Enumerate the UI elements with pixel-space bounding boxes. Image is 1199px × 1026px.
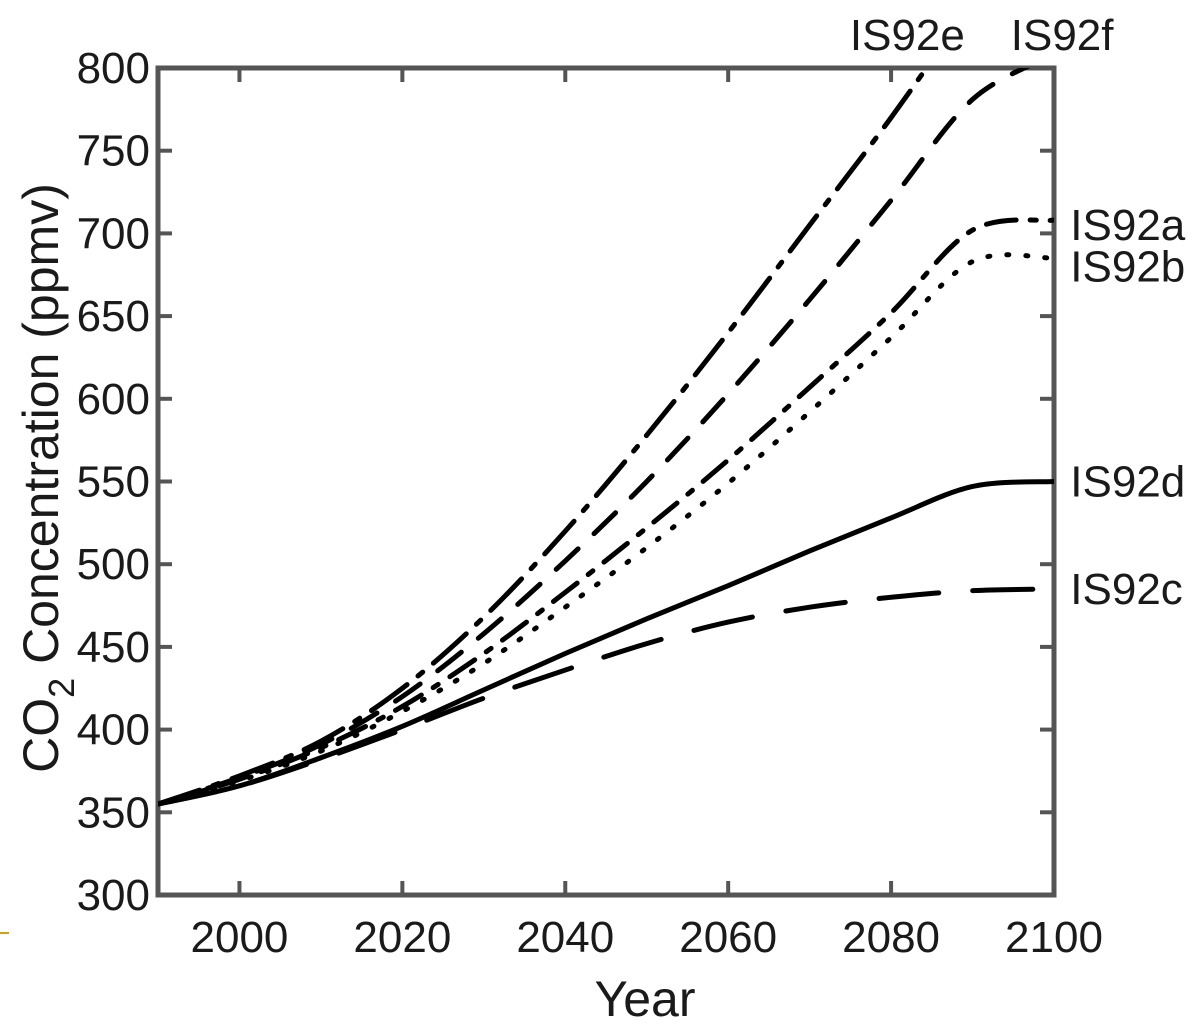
y-axis-title-subscript: 2 <box>41 678 82 698</box>
series-line-is92c <box>158 586 1054 807</box>
series-line-is92b <box>158 252 1054 807</box>
x-tick-label: 2000 <box>191 913 289 962</box>
axis-tick-labels: 300 350 400 450 500 550 600 650 700 750 800 2000 202… <box>77 44 1103 962</box>
y-axis-title: CO2 Concentration (ppmv) <box>13 183 82 773</box>
x-tick-label: 2080 <box>842 913 940 962</box>
y-tick-label: 400 <box>77 706 150 755</box>
y-tick-label: 350 <box>77 788 150 837</box>
y-tick-label: 500 <box>77 540 150 589</box>
y-tick-label: 750 <box>77 127 150 176</box>
x-axis-title: Year <box>594 971 695 1026</box>
series-line-is92f <box>158 68 1031 807</box>
y-tick-label: 700 <box>77 209 150 258</box>
series-label-is92b: IS92b <box>1070 242 1185 291</box>
y-axis-title-suffix: Concentration (ppmv) <box>13 183 69 678</box>
x-tick-label: 2060 <box>679 913 777 962</box>
series-line-is92e <box>158 68 930 807</box>
y-tick-label: 800 <box>77 44 150 93</box>
series-label-is92e: IS92e <box>850 11 965 60</box>
y-tick-label: 450 <box>77 623 150 672</box>
x-tick-label: 2040 <box>516 913 614 962</box>
y-axis-title-prefix: CO <box>13 698 69 773</box>
x-tick-label: 2020 <box>353 913 451 962</box>
y-tick-label: 600 <box>77 375 150 424</box>
series-label-is92a: IS92a <box>1070 201 1186 250</box>
series-line-is92d <box>158 479 1054 807</box>
series-label-is92d: IS92d <box>1070 458 1185 507</box>
series-lines <box>158 68 1054 807</box>
series-label-is92f: IS92f <box>1011 11 1115 60</box>
series-label-is92c: IS92c <box>1070 565 1183 614</box>
series-line-is92a <box>158 217 1054 807</box>
x-tick-label: 2100 <box>1005 913 1103 962</box>
y-tick-label: 550 <box>77 458 150 507</box>
y-tick-label: 300 <box>77 871 150 920</box>
y-tick-label: 650 <box>77 292 150 341</box>
